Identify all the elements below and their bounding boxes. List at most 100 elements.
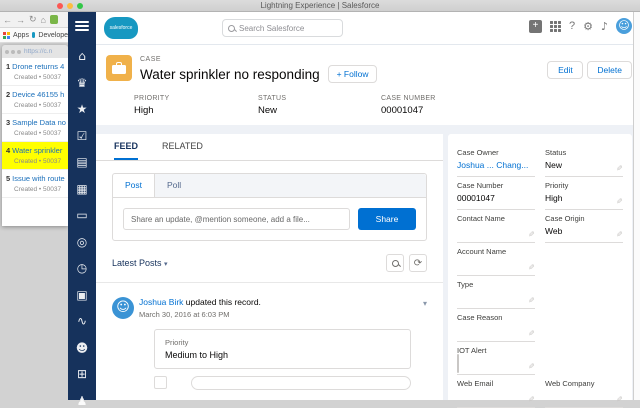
nav-menu-icon[interactable] [75,21,89,33]
list-item[interactable]: 3 Sample Data no Created • 50037 [2,114,68,142]
feed-refresh-button[interactable]: ⟳ [409,254,427,272]
help-icon[interactable]: ? [568,20,576,32]
app-launcher-icon[interactable] [549,20,561,32]
cloud-bookmark-icon [31,32,36,38]
tab-related[interactable]: RELATED [162,141,203,151]
apps-grid-icon [3,31,10,39]
list-item[interactable]: 5 Issue with route Created • 50037 [2,170,68,198]
feed-search-button[interactable] [386,254,404,272]
calendar-icon[interactable]: ⊞ [76,367,88,381]
setup-gear-icon[interactable]: ⚙ [583,19,593,33]
popup-zoom-icon[interactable] [17,49,21,54]
notifications-bell-icon[interactable]: ♪ [600,19,608,33]
comment-input[interactable] [191,376,411,390]
tab-feed[interactable]: FEED [114,134,139,160]
popup-minimize-icon[interactable] [11,49,15,54]
user-avatar[interactable]: ☺ [616,18,632,34]
salesforce-logo: salesforce [104,17,138,39]
tasks-icon[interactable]: ☑ [76,128,88,143]
item-title[interactable]: Drone returns 4 [12,62,65,71]
zoom-window-button[interactable] [77,3,83,9]
field-case-owner: Case Owner Joshua ... Chang... [457,144,535,177]
entity-label: CASE [140,56,162,63]
home-icon[interactable]: ⌂ [40,14,46,25]
list-item[interactable]: 2 Device 46155 h Created • 50037 [2,86,68,114]
chatter-publisher: Post Poll Share [112,173,427,241]
people-icon[interactable]: ♟ [76,393,88,408]
item-title[interactable]: Device 46155 h [12,90,65,99]
reload-icon[interactable]: ↻ [29,14,37,24]
edit-pencil-icon[interactable]: ✎ [616,230,623,239]
edit-pencil-icon[interactable]: ✎ [616,164,623,173]
bookmark-page-icon[interactable] [49,15,58,24]
dashboards-icon[interactable]: ◷ [76,261,88,275]
tab-poll[interactable]: Poll [167,180,182,190]
opportunities-icon[interactable]: ♛ [76,75,88,90]
share-update-input[interactable] [123,208,350,230]
edit-button[interactable]: Edit [547,61,584,79]
feed-avatar[interactable]: ☺ [112,297,134,319]
edit-pencil-icon[interactable]: ✎ [528,230,535,239]
edit-pencil-icon[interactable]: ✎ [528,263,535,272]
iot-alert-checkbox[interactable] [457,354,459,373]
cases-icon[interactable]: ▣ [76,287,88,302]
item-meta: Created • 50037 [14,74,62,81]
details-left-column: Case Owner Joshua ... Chang... Case Numb… [457,144,535,408]
comment-row [154,376,411,390]
minimize-window-button[interactable] [67,3,73,9]
changed-field-label: Priority [165,338,189,347]
analytics-icon[interactable]: ∿ [76,314,88,328]
change-owner-link[interactable]: Chang... [496,160,529,170]
popup-titlebar: https://c.n [2,45,68,58]
close-window-button[interactable] [57,3,63,9]
list-item-selected[interactable]: 4 Water sprinkler Created • 50037 [2,142,68,170]
delete-button[interactable]: Delete [587,61,632,79]
home-icon[interactable]: ⌂ [78,49,86,63]
case-object-icon [106,55,132,81]
bookmark-apps[interactable]: Apps [13,31,29,39]
background-browser-strip: ← → ↻ ⌂ Apps Develope https://c.n 1 Drone… [0,12,68,400]
search-input[interactable] [239,23,337,33]
back-icon[interactable]: ← [3,14,12,25]
leads-icon[interactable]: ★ [76,102,88,116]
record-header: CASE Water sprinkler no responding + Fol… [96,45,640,125]
popup-close-icon[interactable] [5,49,9,54]
feed-item-menu-icon[interactable]: ▾ [422,299,427,308]
edit-pencil-icon[interactable]: ✎ [528,329,535,338]
accounts-icon[interactable]: ▦ [76,181,88,196]
like-checkbox[interactable] [154,376,167,389]
bookmark-developer[interactable]: Develope [38,31,68,39]
salesforce-main: salesforce + ? ⚙ ♪ ☺ CASE Water sprinkle… [96,12,640,408]
field-type: Type ✎ [457,276,535,309]
tab-post[interactable]: Post [113,174,156,197]
field-label: PRIORITY [134,95,170,102]
global-search[interactable] [222,19,343,37]
item-number: 5 [6,174,11,183]
owner-link[interactable]: Joshua ... [457,160,494,170]
create-new-icon[interactable]: + [528,19,542,33]
forward-icon[interactable]: → [16,14,25,25]
field-case-reason: Case Reason ✎ [457,309,535,342]
feed-timestamp: March 30, 2016 at 6:03 PM [139,310,230,319]
edit-pencil-icon[interactable]: ✎ [528,296,535,305]
files-icon[interactable]: ▤ [76,155,88,169]
follow-button[interactable]: + Follow [327,65,378,83]
browser-toolbar: ← → ↻ ⌂ [0,12,68,28]
field-case-origin: Case Origin Web ✎ [545,210,623,243]
edit-pencil-icon[interactable]: ✎ [616,197,623,206]
campaigns-icon[interactable]: ◎ [76,234,88,249]
item-title[interactable]: Sample Data no [12,118,66,127]
edit-pencil-icon[interactable]: ✎ [528,362,535,371]
share-button[interactable]: Share [358,208,416,230]
popup-body-empty [2,198,68,226]
item-title[interactable]: Issue with route [12,174,65,183]
feed-sort-dropdown[interactable]: Latest Posts ▾ [112,258,168,268]
record-actions: Edit Delete [547,61,632,79]
item-number: 2 [6,90,11,99]
actor-link[interactable]: Joshua Birk [139,297,184,307]
groups-icon[interactable]: ☻ [75,340,89,355]
list-item[interactable]: 1 Drone returns 4 Created • 50037 [2,58,68,86]
item-title[interactable]: Water sprinkler [12,146,63,155]
contacts-icon[interactable]: ▭ [76,208,88,222]
field-web-company: Web Company ✎ [545,375,623,408]
